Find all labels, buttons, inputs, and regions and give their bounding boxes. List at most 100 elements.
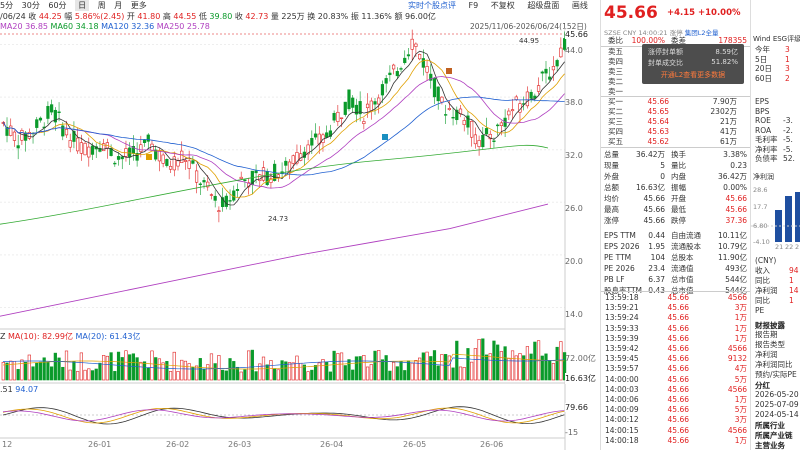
kline-chart-panel[interactable]: 5分 30分 60分 日 周 月 更多 实时个股点评 F9 不复权 超级盘面 画… (0, 0, 599, 450)
period-week[interactable]: 周 (97, 1, 106, 10)
volume-bar (369, 364, 373, 381)
candle-body (536, 85, 541, 92)
stat-value: 0 (660, 172, 665, 181)
industry-row[interactable]: 所属产业链 (751, 431, 800, 441)
stat-value-2: 36.42万 (718, 172, 747, 181)
industry-row[interactable]: 所属行业 (751, 421, 800, 431)
volume-bar (35, 362, 39, 381)
quote-panel: 45.66 +4.15 +10.00% SZSE CNY 14:00:21 涨停… (600, 0, 751, 450)
volume-bar (365, 366, 370, 381)
esg-header[interactable]: Wind ESG评级 (753, 35, 800, 43)
industry-row[interactable]: 主营业务 (751, 441, 800, 450)
macd-k-line (2, 409, 565, 422)
candle-body (488, 133, 492, 140)
volume-bar (484, 354, 489, 381)
sell-level-row: 卖二 (601, 77, 751, 87)
tick-time: 13:59:21 (605, 303, 639, 313)
volume-bar (339, 352, 344, 381)
vol-ma10-label: MA(10): 82.99亿 (8, 332, 73, 341)
candle-body (499, 122, 503, 127)
volume-bar (46, 362, 50, 381)
volume-bar (102, 355, 106, 381)
volume-bar (306, 371, 310, 381)
volume-bar (514, 355, 518, 381)
stat-value-2: 45.66 (725, 205, 747, 214)
stat-row: EPS TTM 0.44 自由流通 10.11亿 (601, 231, 751, 241)
tick-price: 45.66 (667, 415, 689, 425)
report-row: 净利润 (751, 350, 800, 360)
candle-body (418, 54, 422, 60)
buy-level-row: 买二 45.65 2302万 (601, 107, 751, 117)
volume-bar (481, 338, 485, 381)
candle-body (373, 101, 377, 105)
volume-bar (362, 355, 366, 381)
volume-bar (228, 358, 232, 381)
stat-label-2: 自由流通 (671, 231, 701, 240)
candle-body (555, 60, 559, 67)
volume-bar (235, 366, 240, 381)
volume-bar (373, 350, 377, 381)
tick-volume: 1万 (734, 435, 747, 445)
tick-row: 13:59:18 45.66 4566 (601, 293, 751, 303)
period-day[interactable]: 日 (75, 0, 90, 11)
low-value: 39.80 (209, 12, 233, 21)
mini-axis-4: -4.10 (753, 238, 770, 246)
period-30min[interactable]: 30分 (21, 1, 40, 10)
mini-bar (795, 192, 800, 242)
draw-line-button[interactable]: 画线 (571, 1, 588, 10)
tick-row: 13:59:39 45.66 1万 (601, 334, 751, 344)
l2-tag[interactable]: 集团L2全量 (684, 29, 719, 37)
volume-bar (458, 366, 463, 381)
l2-open-button[interactable]: 开通L2查看更多数据 (660, 71, 726, 79)
stat-label-2: 最低 (671, 205, 686, 214)
period-month[interactable]: 月 (114, 1, 123, 10)
volume-bar (332, 350, 336, 381)
tick-price: 45.66 (667, 354, 689, 364)
tick-time: 14:00:09 (605, 405, 639, 415)
stat-row: EPS 2026 1.95 流通股本 10.79亿 (601, 242, 751, 252)
candle-body (406, 54, 411, 57)
candle-body (377, 97, 381, 105)
candle-body (76, 137, 80, 152)
perf-value: 3 (785, 64, 790, 73)
event-marker-icon (146, 154, 152, 160)
candle-body (191, 160, 195, 164)
dividend-title: 分红 (755, 381, 770, 390)
x-label-26-05: 26-05 (403, 440, 427, 449)
kline-svg[interactable] (0, 0, 599, 450)
candle-body (139, 144, 143, 152)
period-5min[interactable]: 5分 (0, 1, 14, 10)
candle-body (165, 159, 169, 166)
volume-bar (555, 346, 559, 381)
candle-body (128, 147, 132, 158)
tick-time: 13:59:45 (605, 354, 639, 364)
period-60min[interactable]: 60分 (48, 1, 67, 10)
ma120-label: MA120 32.36 (101, 22, 155, 31)
candle-body (484, 128, 489, 135)
stat-label: 股息率TTM (604, 286, 643, 295)
ma120-line (0, 144, 549, 225)
ma10-line (2, 59, 565, 198)
candle-body (559, 47, 563, 58)
period-more[interactable]: 更多 (130, 1, 147, 10)
l2-overlay[interactable]: 涨停封单额 8.59亿 封单成交比 51.82% 开通L2查看更多数据 (642, 44, 744, 84)
volume-bar (168, 371, 173, 381)
stat-row: 最高 45.66 最低 45.66 (601, 205, 751, 215)
stock-comment-link[interactable]: 实时个股点评 (408, 1, 456, 10)
volume-bar (425, 351, 429, 381)
price-axis-32: 32.0 (565, 151, 583, 160)
super-panel-button[interactable]: 超级盘面 (527, 1, 560, 10)
mini-x-3: 2 (795, 243, 800, 251)
amplitude-value: 11.36% (361, 12, 392, 21)
price-axis-44: 44.0 (565, 46, 583, 55)
candle-body (146, 134, 150, 142)
f9-button[interactable]: F9 (468, 1, 479, 10)
candle-body (35, 119, 39, 128)
volume-bar (377, 350, 381, 381)
no-adjust-button[interactable]: 不复权 (490, 1, 515, 10)
tick-row: 14:00:00 45.66 5万 (601, 375, 751, 385)
candle-body (9, 125, 13, 136)
fin-label: 负债率 (755, 154, 778, 163)
dividend-date-text: 2025-07-09 (755, 400, 799, 409)
perf-label: 60日 (755, 73, 773, 83)
